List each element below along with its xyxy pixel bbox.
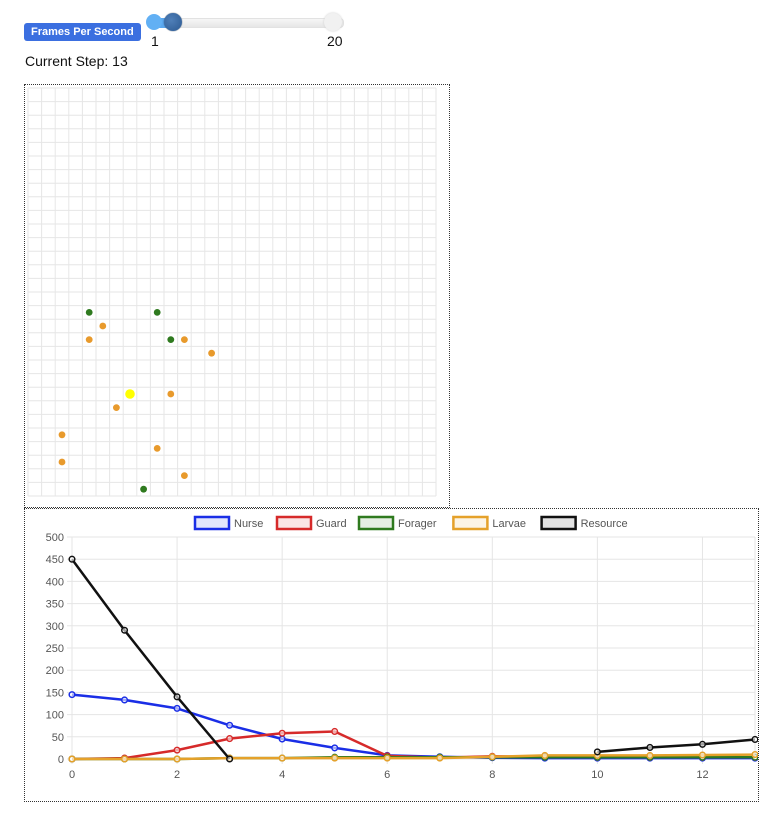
legend-swatch (275, 515, 313, 531)
forager-agent (85, 309, 93, 316)
larvae-agent (85, 336, 93, 343)
y-tick-label: 150 (46, 687, 64, 699)
data-point[interactable] (751, 751, 759, 759)
data-point[interactable] (383, 754, 391, 762)
x-tick-label: 10 (591, 769, 603, 781)
data-point[interactable] (226, 755, 234, 763)
larvae-agent (113, 404, 120, 411)
population-chart-container: Nurse Guard Forager Larvae Resource 0 50 100 150… (24, 508, 759, 802)
current-step: Current Step: 13 (25, 53, 128, 69)
data-point[interactable] (226, 721, 234, 729)
larvae-agent (99, 322, 107, 330)
data-point[interactable] (698, 751, 707, 759)
data-point[interactable] (646, 743, 654, 752)
slider-handle[interactable] (164, 13, 182, 31)
legend-item-forager[interactable]: Forager (357, 515, 437, 531)
legend-swatch (452, 515, 489, 531)
slider-max-label: 20 (327, 33, 343, 49)
slider-min-label: 1 (151, 33, 159, 49)
data-point[interactable] (278, 729, 286, 737)
forager-agent (167, 336, 175, 343)
x-tick-label: 6 (384, 769, 390, 781)
data-point[interactable] (68, 691, 76, 699)
x-tick-label: 8 (489, 769, 495, 781)
x-tick-label: 12 (696, 769, 708, 781)
data-point[interactable] (278, 754, 286, 762)
legend-swatch (357, 515, 395, 531)
series-line-larvae (72, 753, 756, 761)
simulation-grid-container (24, 84, 450, 508)
y-tick-label: 0 (58, 754, 64, 766)
chart-gridlines (67, 536, 756, 764)
data-point[interactable] (120, 626, 129, 634)
data-point[interactable] (173, 704, 181, 712)
forager-agent (153, 309, 161, 316)
series-resource (68, 555, 759, 763)
legend-label: Larvae (492, 518, 526, 530)
data-point[interactable] (226, 735, 234, 743)
data-point[interactable] (331, 727, 339, 736)
legend-label: Resource (581, 518, 628, 530)
y-tick-label: 200 (46, 665, 64, 677)
x-tick-label: 0 (69, 769, 75, 781)
slider-end-cap (324, 13, 342, 31)
data-point[interactable] (593, 748, 601, 756)
simulation-grid (27, 87, 437, 497)
resource-agent (125, 389, 135, 399)
data-point[interactable] (120, 696, 129, 704)
x-tick-label: 2 (174, 769, 180, 781)
larvae-agent (167, 390, 175, 398)
data-point[interactable] (436, 754, 444, 762)
y-tick-label: 300 (46, 621, 64, 633)
data-point[interactable] (646, 751, 654, 759)
series-line-resource (70, 558, 756, 760)
data-point[interactable] (331, 744, 339, 752)
legend-swatch (193, 515, 231, 531)
data-point[interactable] (120, 755, 129, 763)
fps-label: Frames Per Second (24, 23, 141, 41)
data-point[interactable] (68, 555, 76, 563)
x-tick-label: 4 (279, 769, 285, 781)
data-point[interactable] (751, 735, 759, 744)
series-larvae (68, 751, 759, 763)
data-point[interactable] (541, 751, 549, 759)
chart-legend: Nurse Guard Forager Larvae Resource (193, 515, 628, 531)
population-chart: Nurse Guard Forager Larvae Resource050100150… (46, 515, 759, 781)
data-point[interactable] (488, 753, 496, 761)
larvae-agent (58, 458, 66, 466)
legend-label: Nurse (234, 518, 263, 530)
data-point[interactable] (173, 693, 181, 701)
legend-swatch (540, 515, 577, 531)
slider-start-handle (146, 14, 162, 30)
forager-agent (140, 485, 147, 493)
data-point[interactable] (278, 735, 286, 743)
larvae-agent (58, 431, 66, 439)
grid-lines (27, 87, 437, 497)
data-point[interactable] (698, 740, 707, 748)
y-tick-label: 100 (46, 710, 64, 722)
larvae-agent (153, 445, 161, 452)
y-tick-label: 250 (46, 643, 64, 655)
legend-label: Forager (398, 518, 437, 530)
y-tick-label: 500 (46, 532, 64, 544)
y-tick-label: 450 (46, 554, 64, 566)
larvae-agent (181, 336, 188, 343)
data-point[interactable] (173, 746, 181, 754)
data-point[interactable] (331, 754, 339, 762)
y-tick-label: 50 (52, 732, 64, 744)
legend-label: Guard (316, 518, 347, 530)
larvae-agent (181, 472, 188, 479)
legend-item-guard[interactable]: Guard (275, 515, 347, 531)
data-point[interactable] (173, 755, 181, 763)
legend-item-resource[interactable]: Resource (540, 515, 628, 531)
y-tick-label: 400 (46, 576, 64, 588)
fps-slider[interactable] (146, 12, 344, 32)
larvae-agent (208, 349, 216, 357)
legend-item-nurse[interactable]: Nurse (193, 515, 263, 531)
data-point[interactable] (68, 755, 76, 763)
y-tick-label: 350 (46, 599, 64, 611)
legend-item-larvae[interactable]: Larvae (452, 515, 526, 531)
